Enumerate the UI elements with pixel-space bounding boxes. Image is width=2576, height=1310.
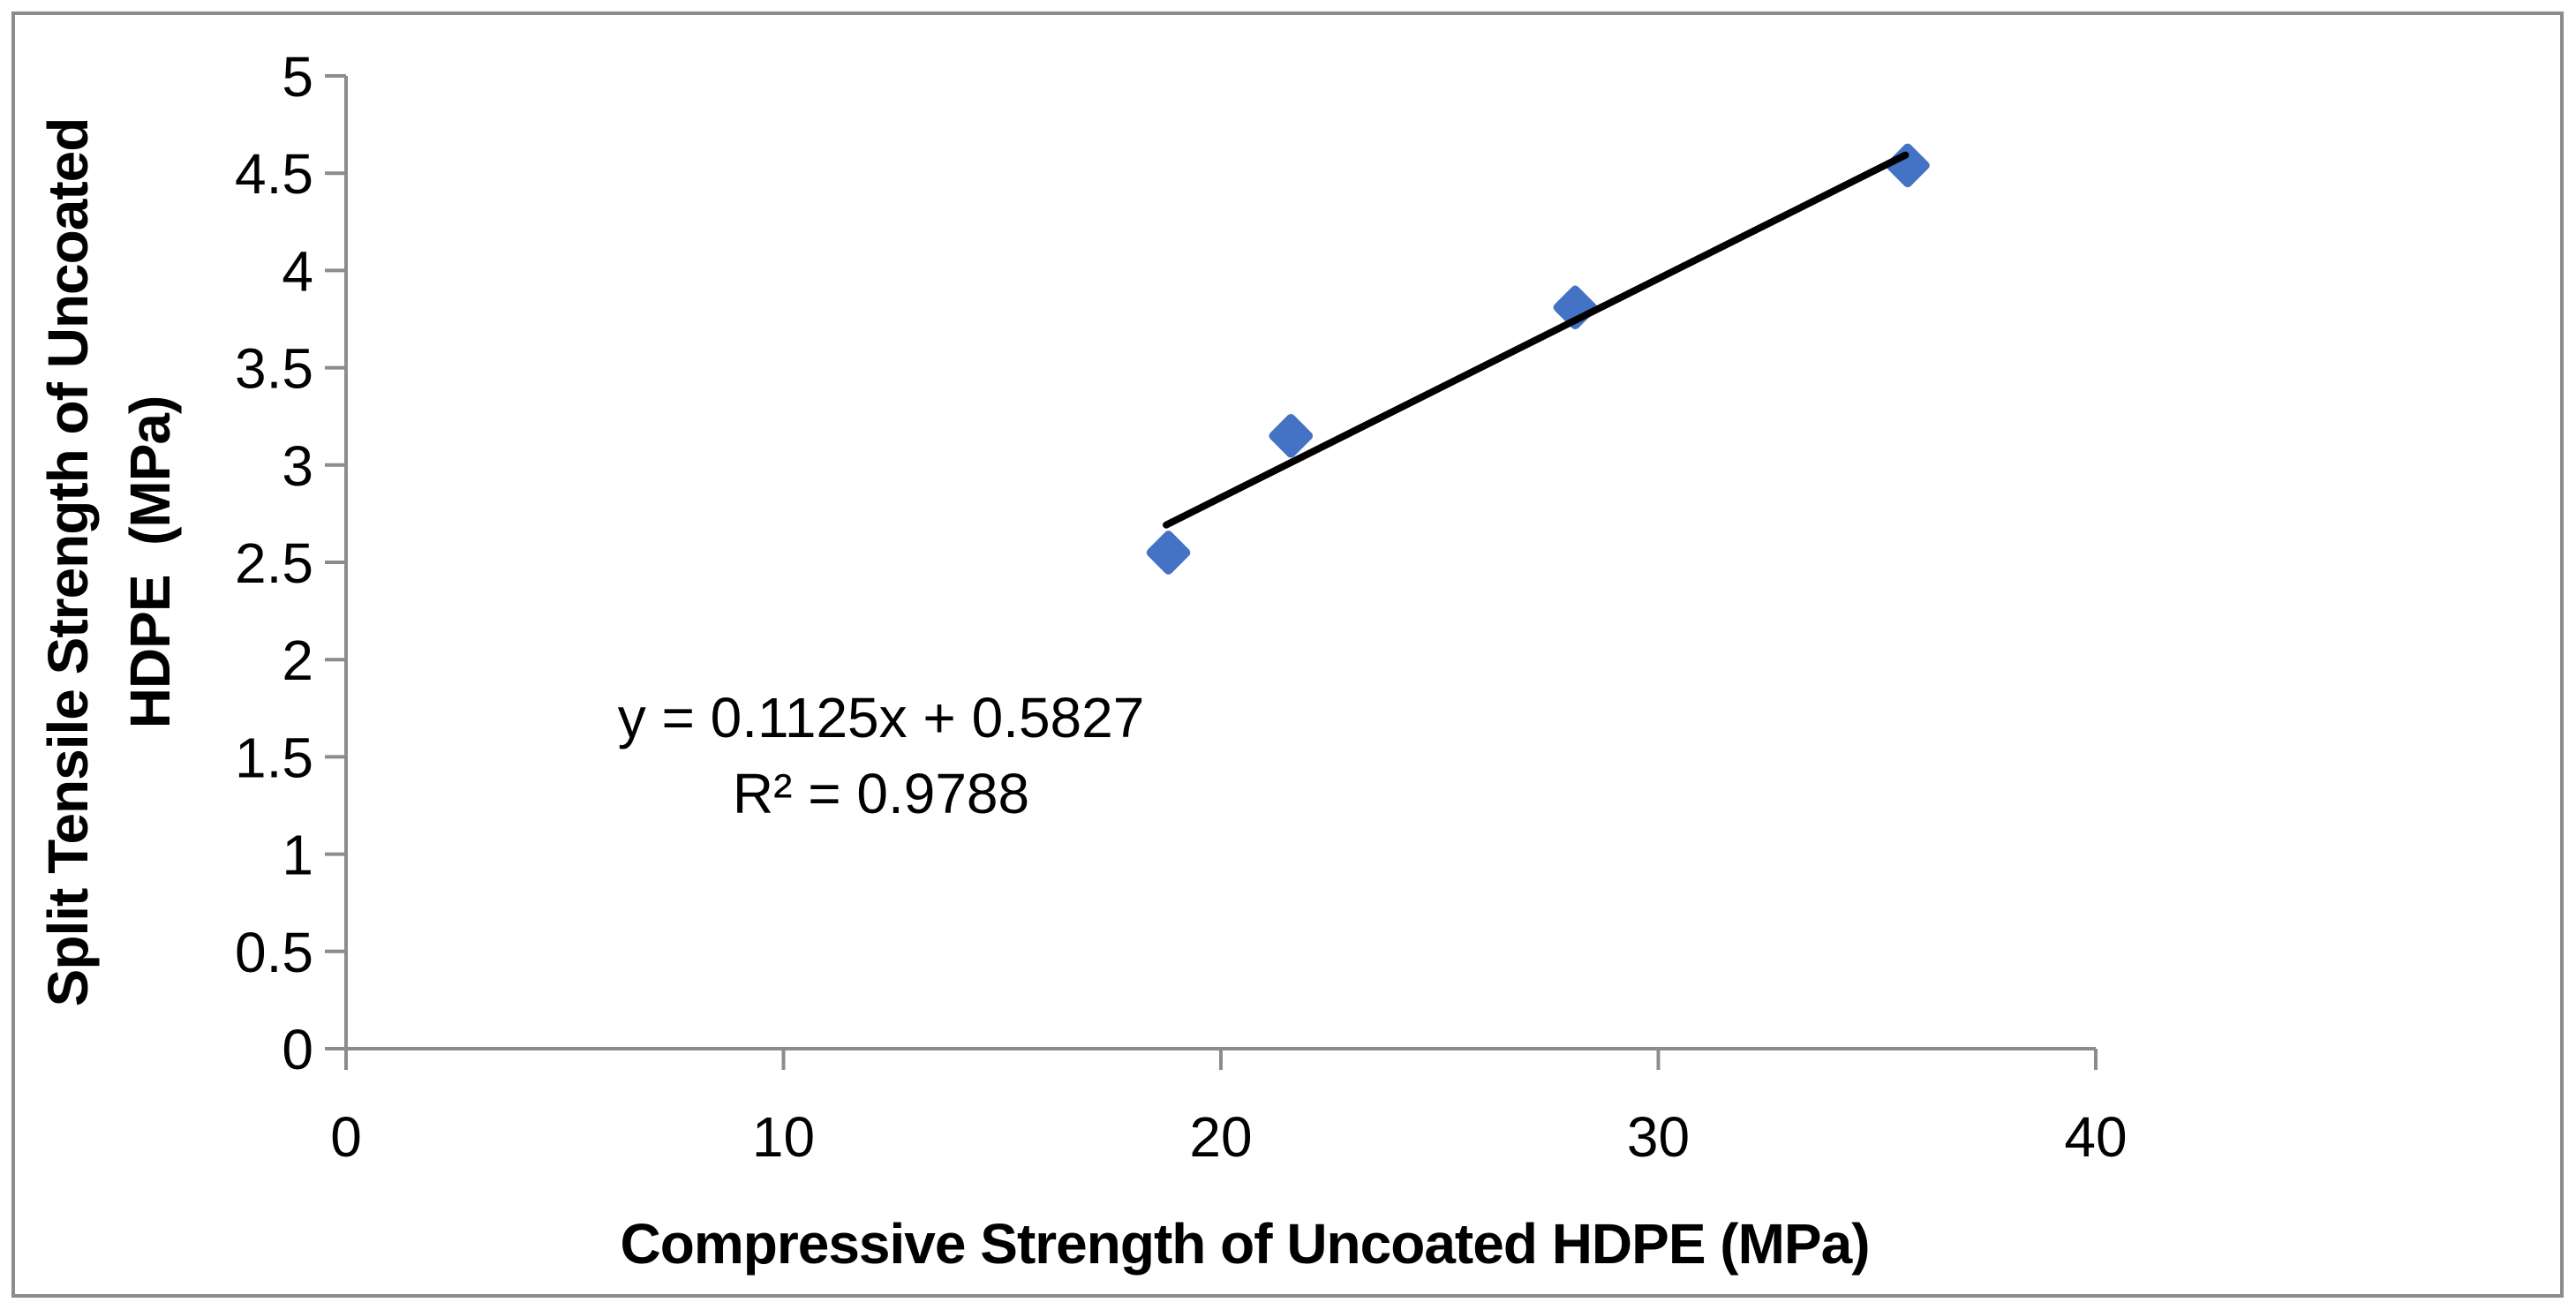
y-axis-tick-label: 1 <box>282 824 313 887</box>
y-axis-tick-label: 3 <box>282 434 313 498</box>
y-axis-tick-label: 0 <box>282 1018 313 1081</box>
y-axis-tick-label: 0.5 <box>235 921 313 984</box>
x-axis-tick-label: 30 <box>1627 1105 1690 1169</box>
trendline-r-squared-label: R² = 0.9788 <box>732 762 1030 825</box>
y-axis-tick-label: 2 <box>282 629 313 692</box>
data-point-marker <box>1269 413 1314 458</box>
chart-border-frame <box>11 11 2564 1298</box>
trendline-equation-label: y = 0.1125x + 0.5827 <box>617 686 1145 749</box>
y-axis-title-line-2: HDPE (MPa) <box>118 395 182 729</box>
trendline-annotation: y = 0.1125x + 0.5827 R² = 0.9788 <box>618 680 1145 832</box>
data-point-marker <box>1146 531 1191 575</box>
x-axis-tick-label: 20 <box>1189 1105 1252 1169</box>
y-axis-tick-label: 4 <box>282 239 313 303</box>
y-axis-tick-label: 4.5 <box>235 142 313 206</box>
data-point-marker <box>1886 143 1930 188</box>
x-axis-tick-label: 10 <box>752 1105 815 1169</box>
y-axis-tick-label: 2.5 <box>235 531 313 595</box>
x-axis-title: Compressive Strength of Uncoated HDPE (M… <box>620 1212 1871 1276</box>
x-axis-tick-label: 0 <box>330 1105 362 1169</box>
y-axis-tick-label: 3.5 <box>235 337 313 401</box>
y-axis-tick-label: 1.5 <box>235 726 313 789</box>
trendline <box>1163 151 1909 529</box>
y-axis-title-line-1: Split Tensile Strength of Uncoated <box>36 117 100 1007</box>
x-axis-tick-label: 40 <box>2064 1105 2127 1169</box>
y-axis-tick-label: 5 <box>282 45 313 109</box>
